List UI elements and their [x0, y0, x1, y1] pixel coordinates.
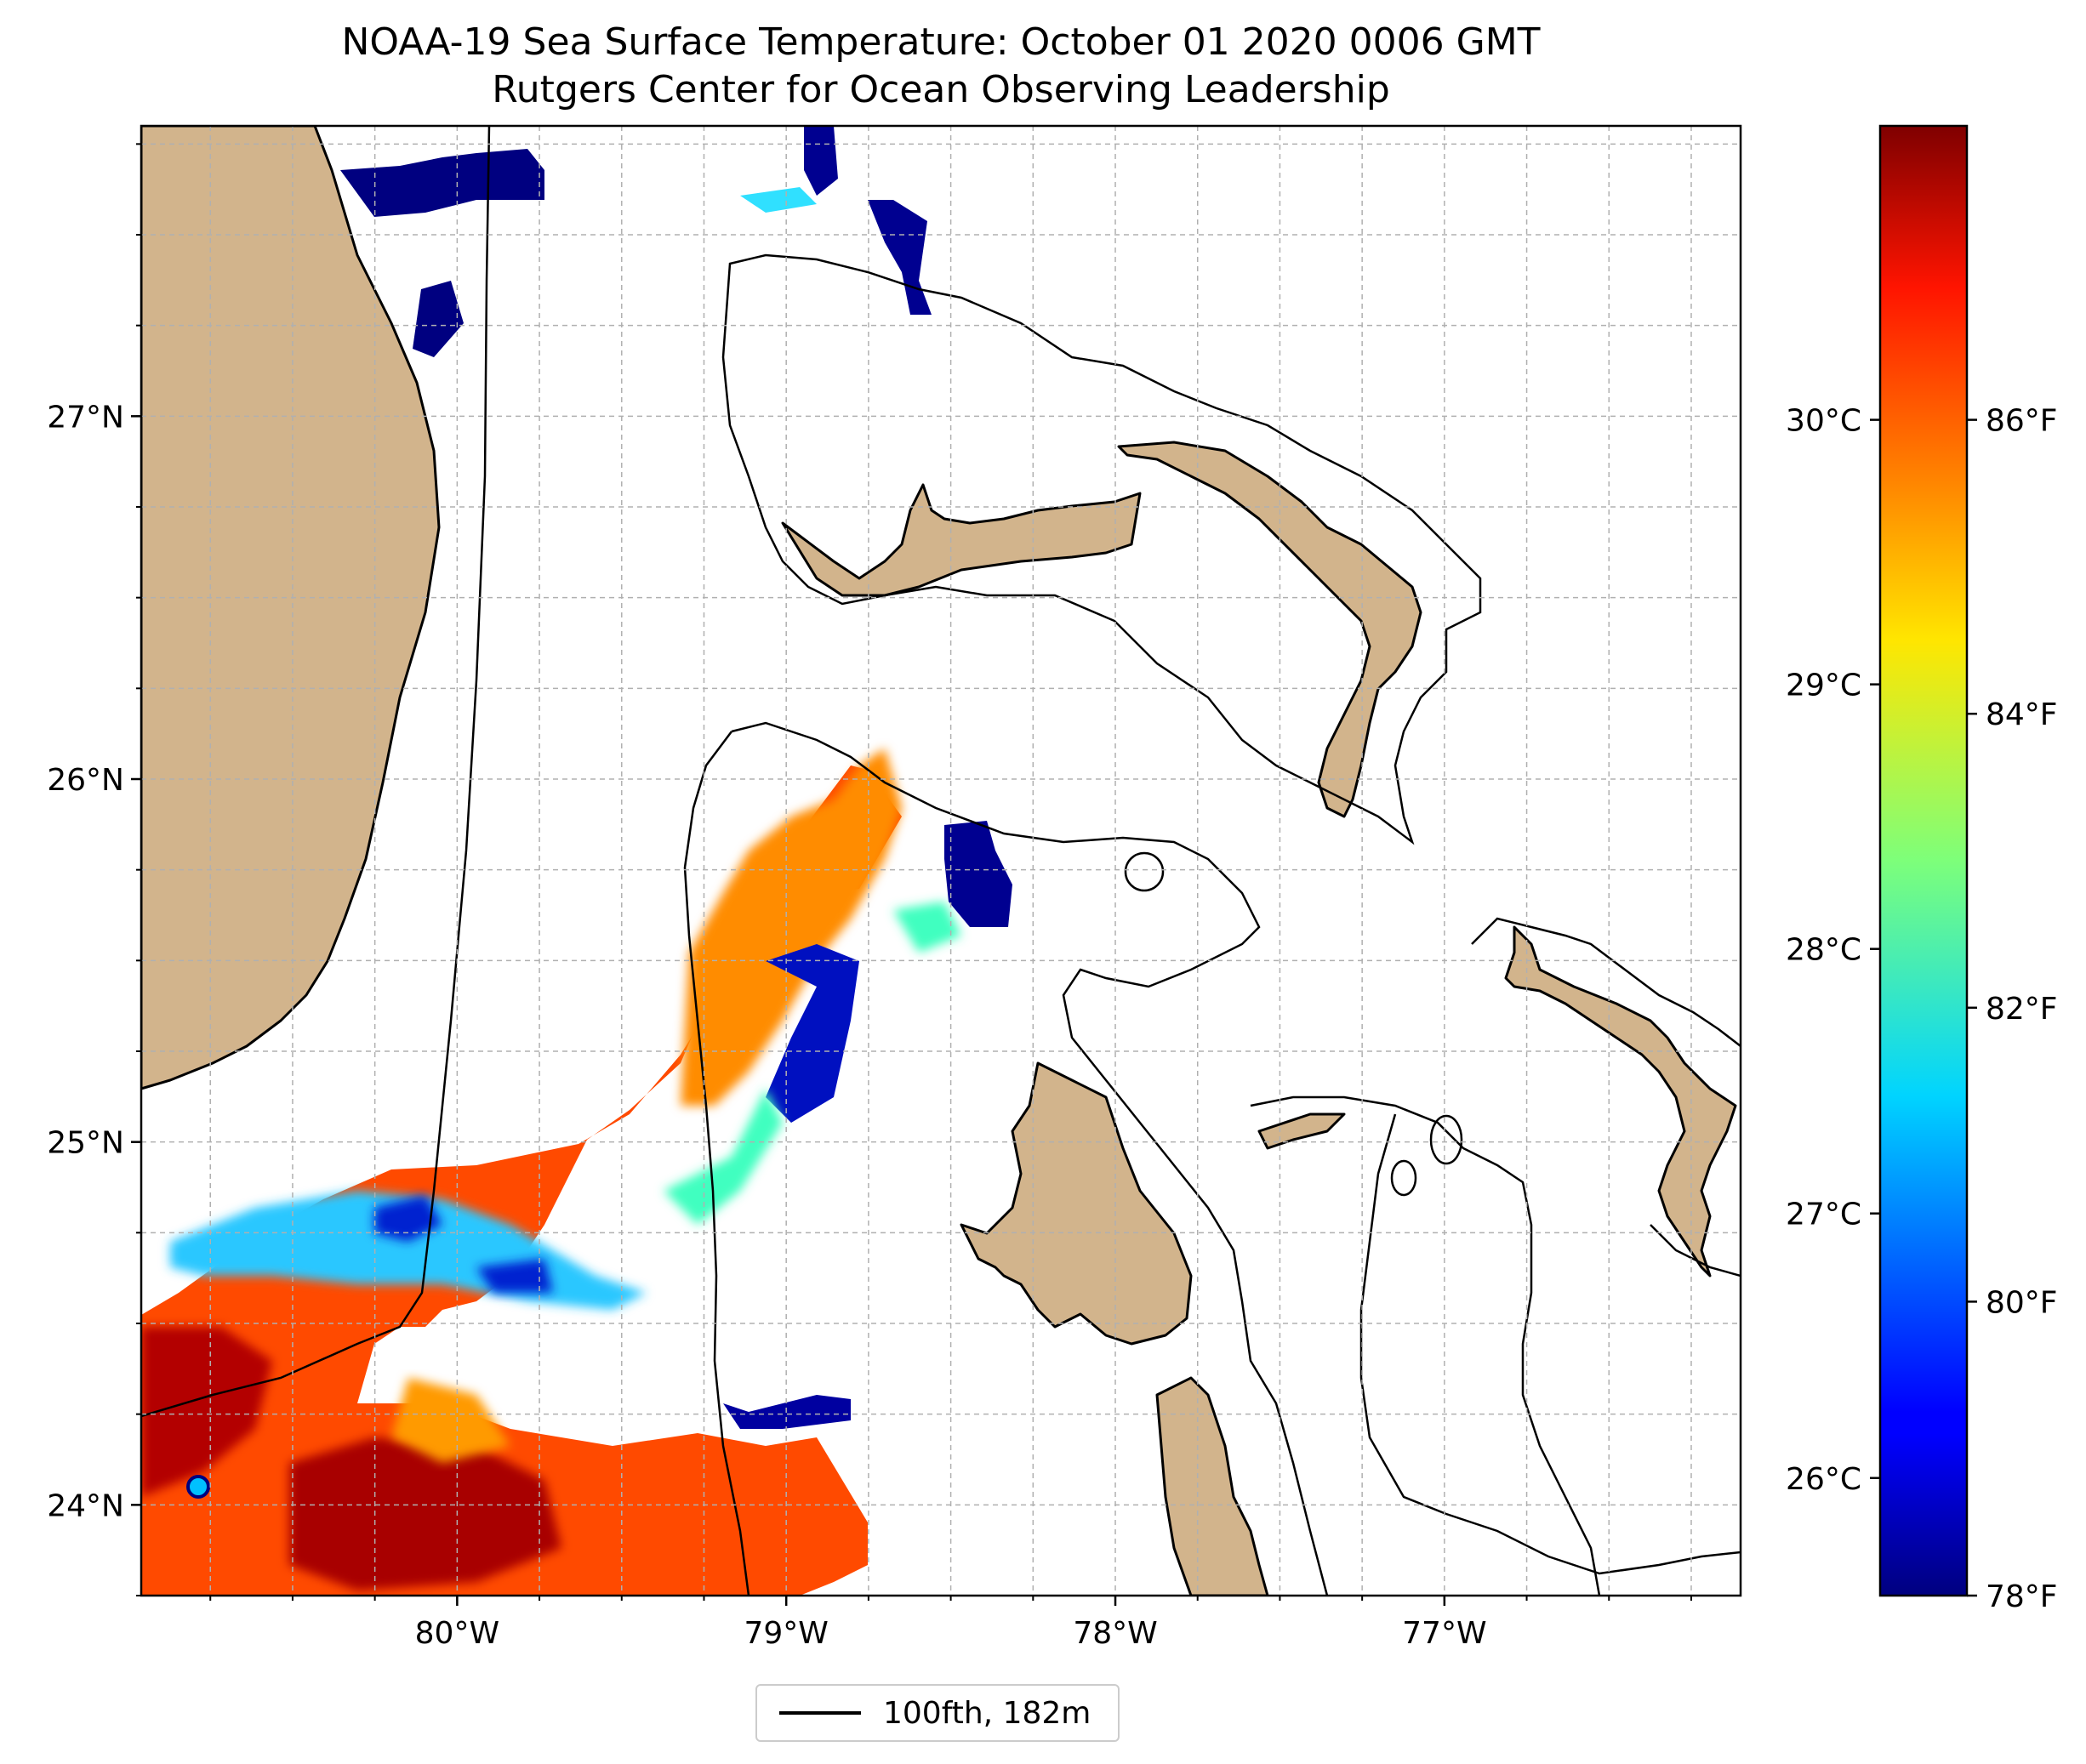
sst-blue-filament — [766, 944, 859, 1123]
colorbar-fahrenheit-label: 86°F — [1986, 404, 2058, 439]
sst-blue-spots — [374, 1195, 553, 1293]
legend: 100fth, 182m — [755, 1684, 1120, 1742]
sst-data-layer — [141, 126, 1012, 1596]
map-subtitle: Rutgers Center for Ocean Observing Leade… — [492, 68, 1390, 111]
sst-patch-north-central — [681, 748, 902, 1106]
sst-blue-patch-north — [340, 149, 544, 217]
lat-tick-label: 24°N — [47, 1488, 124, 1523]
legend-isobath-line — [779, 1711, 861, 1715]
sst-cool-eddy — [186, 1475, 210, 1499]
colorbar-celsius-label: 28°C — [1786, 933, 1861, 968]
colorbar-fahrenheit-ticks: 78°F 80°F 82°F 84°F 86°F — [1967, 404, 2058, 1614]
abaco-land — [1117, 441, 1422, 818]
map-frame — [140, 124, 1742, 1597]
colorbar-fahrenheit-label: 82°F — [1986, 992, 2058, 1027]
colorbar-fahrenheit-label: 78°F — [1986, 1579, 2058, 1614]
sst-blue-streak — [804, 126, 932, 315]
colorbar-fahrenheit-label: 84°F — [1986, 697, 2058, 732]
map-content — [141, 126, 1741, 1596]
sst-blue-small — [413, 281, 464, 357]
sst-blue-patch-east — [944, 821, 1012, 927]
colorbar-celsius-ticks: 26°C 27°C 28°C 29°C 30°C — [1786, 404, 1880, 1497]
lon-tick-label: 77°W — [1402, 1616, 1486, 1651]
lat-tick-label: 25°N — [47, 1126, 124, 1161]
eleuthera-land — [1504, 925, 1737, 1277]
grand-bahama-land — [781, 483, 1142, 597]
andros-south-land — [1155, 1376, 1269, 1596]
lat-tick-label: 27°N — [47, 400, 124, 435]
graticule — [141, 126, 1741, 1596]
colorbar-celsius-label: 26°C — [1786, 1462, 1861, 1497]
map-title: NOAA-19 Sea Surface Temperature: October… — [341, 20, 1541, 64]
sst-hot-core-south — [289, 1437, 561, 1590]
legend-isobath-label: 100fth, 182m — [883, 1695, 1091, 1731]
colorbar-fahrenheit-label: 80°F — [1986, 1285, 2058, 1320]
andros-land — [960, 1061, 1193, 1346]
colorbar-celsius-label: 30°C — [1786, 404, 1861, 439]
sst-hot-core-southwest — [141, 1327, 272, 1497]
colorbar-bar — [1878, 124, 1969, 1597]
colorbar-celsius-label: 27°C — [1786, 1198, 1861, 1232]
florida-land — [141, 126, 441, 1090]
sst-cyan-fleck — [740, 187, 817, 213]
lon-tick-label: 80°W — [415, 1616, 499, 1651]
lat-tick-label: 26°N — [47, 763, 124, 798]
latitude-ticks: 24°N 25°N 26°N 27°N — [47, 143, 141, 1596]
colorbar-celsius-label: 29°C — [1786, 669, 1861, 703]
land-layer — [141, 126, 1737, 1596]
lon-tick-label: 79°W — [744, 1616, 828, 1651]
sst-orange-mid — [391, 1378, 510, 1463]
sst-blue-patch-south — [723, 1395, 851, 1429]
sst-patch-warm-south — [141, 765, 902, 1596]
lon-tick-label: 78°W — [1073, 1616, 1157, 1651]
sst-cyan-edge — [664, 902, 961, 1225]
longitude-ticks: 80°W 79°W 78°W 77°W — [209, 1596, 1692, 1651]
